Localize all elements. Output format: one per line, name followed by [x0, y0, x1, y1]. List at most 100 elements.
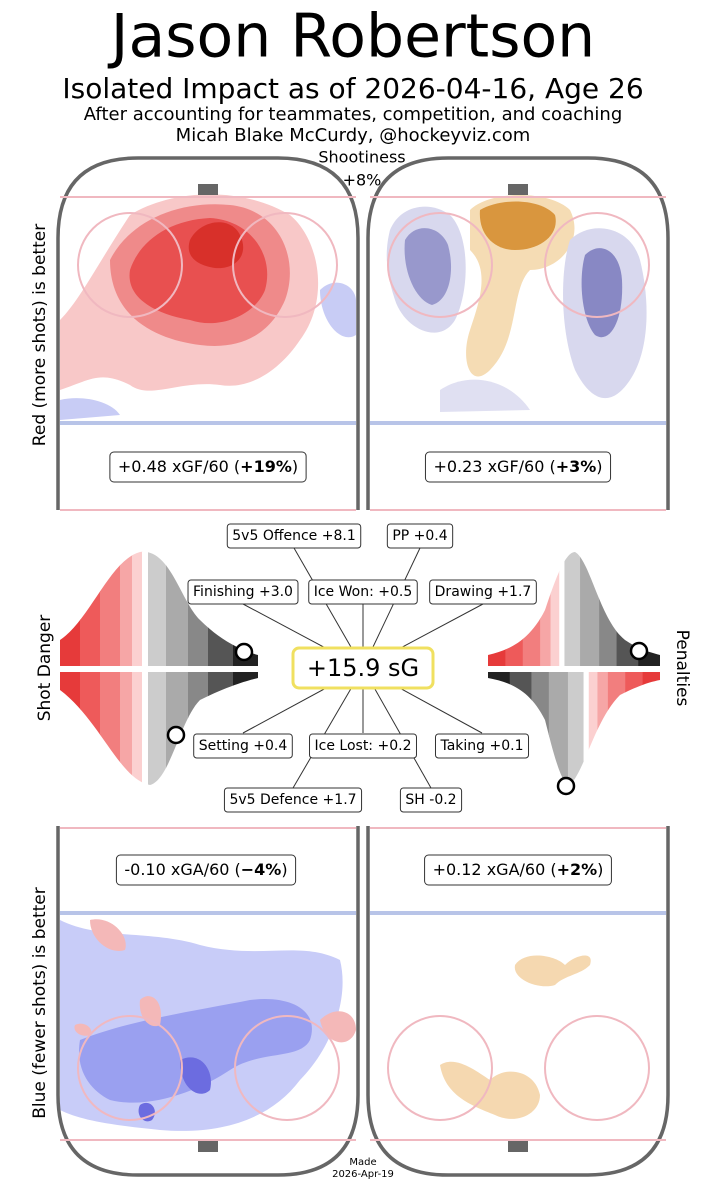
- stripe: [642, 672, 660, 785]
- stripe: [208, 672, 234, 785]
- stripe: [625, 672, 644, 785]
- stat-prefix: +0.23 xGF/60 (: [433, 457, 555, 476]
- defence-label: Blue (fewer shots) is better: [30, 887, 50, 1118]
- stripe: [188, 551, 209, 666]
- defence-shootiness-heat: [440, 955, 591, 1119]
- stripe: [233, 672, 258, 785]
- stripe: [540, 552, 552, 666]
- stat-suffix: ): [281, 860, 287, 879]
- component-label: Setting +0.4: [199, 738, 288, 754]
- defence-heat: [60, 919, 356, 1131]
- component-box: [223, 787, 363, 813]
- component-label: Drawing +1.7: [435, 584, 532, 600]
- stat-prefix: +0.48 xGF/60 (: [118, 457, 240, 476]
- stripe: [583, 672, 590, 785]
- stat-suffix: ): [292, 457, 298, 476]
- stripe: [488, 552, 506, 666]
- stripe: [80, 672, 101, 785]
- component-box: [386, 523, 454, 549]
- subtitle: Isolated Impact as of 2026-04-16, Age 26: [62, 72, 643, 105]
- component-box: [434, 733, 530, 759]
- stat-suffix: ): [597, 860, 603, 879]
- stripe: [616, 552, 639, 666]
- stripe: [80, 551, 101, 666]
- component-box: [187, 579, 299, 605]
- component-label: PP +0.4: [392, 528, 447, 544]
- stat-bold: +3%: [556, 457, 597, 476]
- shootiness-label: Shootiness: [318, 148, 405, 167]
- stripe: [599, 552, 618, 666]
- stripe: [132, 551, 143, 666]
- stripe: [132, 672, 143, 785]
- stripe: [142, 672, 149, 785]
- stripe: [188, 672, 209, 785]
- stripe: [148, 672, 167, 785]
- shot-danger-label: Shot Danger: [35, 615, 55, 722]
- component-label: Ice Lost: +0.2: [315, 738, 412, 754]
- stat-bold: −4%: [241, 860, 282, 879]
- stripe: [531, 672, 550, 785]
- dist-markers: [166, 641, 649, 796]
- stat-label: -0.10 xGA/60 (−4%): [124, 860, 287, 879]
- stat-box: [109, 451, 307, 483]
- rink-lines: [60, 184, 666, 1152]
- center-box: [291, 646, 435, 690]
- stat-prefix: +0.12 xGA/60 (: [433, 860, 557, 879]
- stripe: [588, 672, 598, 785]
- shootiness-heat: [386, 195, 647, 412]
- stat-label: +0.48 xGF/60 (+19%): [118, 457, 298, 476]
- stripe: [522, 552, 541, 666]
- component-label: Taking +0.1: [439, 738, 523, 754]
- stripe: [564, 552, 581, 666]
- stripe: [505, 552, 524, 666]
- rink: [56, 826, 360, 1177]
- stripe: [567, 672, 585, 785]
- stripe: [233, 551, 258, 666]
- stat-label: +0.23 xGF/60 (+3%): [433, 457, 602, 476]
- rink: [366, 156, 670, 510]
- stat-box: [424, 451, 612, 483]
- title: Jason Robertson: [107, 2, 595, 72]
- component-label: Finishing +3.0: [193, 584, 293, 600]
- made-date: 2026-Apr-19: [332, 1169, 394, 1180]
- stat-box: [115, 854, 297, 886]
- component-box: [308, 579, 418, 605]
- stripe: [120, 672, 133, 785]
- shootiness-value: +8%: [343, 171, 382, 190]
- stripe: [488, 672, 511, 785]
- stripe: [142, 551, 149, 666]
- stat-prefix: -0.10 xGA/60 (: [124, 860, 240, 879]
- component-box: [429, 579, 537, 605]
- stat-suffix: ): [596, 457, 602, 476]
- stat-bold: +19%: [240, 457, 292, 476]
- stripe: [60, 551, 81, 666]
- rink: [56, 156, 360, 510]
- stat-bold: +2%: [557, 860, 598, 879]
- component-box: [193, 733, 293, 759]
- component-label: 5v5 Offence +8.1: [232, 528, 355, 544]
- stat-label: +0.12 xGA/60 (+2%): [433, 860, 604, 879]
- stripe: [638, 552, 660, 666]
- credit: Micah Blake McCurdy, @hockeyviz.com: [176, 125, 531, 146]
- stripe: [559, 552, 565, 666]
- stripe: [597, 672, 609, 785]
- stripe: [60, 672, 81, 785]
- component-box: [399, 787, 463, 813]
- stripe: [509, 672, 532, 785]
- penalties-label: Penalties: [672, 630, 692, 707]
- center-value: +15.9 sG: [307, 654, 419, 682]
- component-label: SH -0.2: [405, 792, 456, 808]
- stripe: [550, 552, 560, 666]
- rink: [366, 826, 670, 1177]
- component-box: [226, 523, 362, 549]
- stripe: [148, 551, 167, 666]
- note: After accounting for teammates, competit…: [84, 104, 623, 125]
- stat-box: [424, 854, 612, 886]
- component-label: 5v5 Defence +1.7: [229, 792, 356, 808]
- stripe: [208, 551, 234, 666]
- stripe: [607, 672, 626, 785]
- stripe: [100, 551, 121, 666]
- offence-heat: [60, 194, 356, 420]
- stripe: [120, 551, 133, 666]
